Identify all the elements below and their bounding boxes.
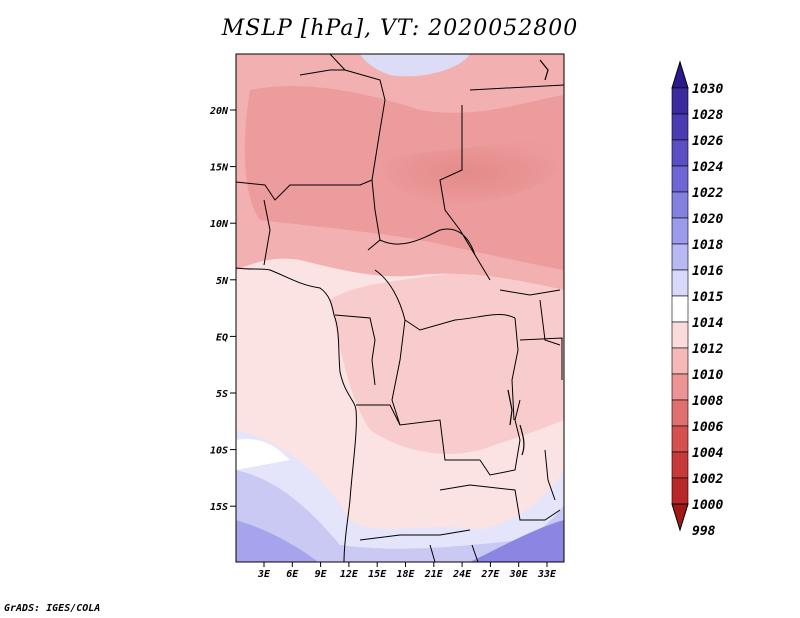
x-tick-label: 3E: [257, 569, 271, 580]
colorbar-segment: [671, 269, 689, 297]
colorbar-segment: [671, 321, 689, 349]
colorbar-segment: [671, 217, 689, 245]
lakes: [507, 59, 549, 456]
colorbar-label: 1010: [692, 368, 723, 383]
colorbar-label: 1026: [692, 134, 723, 149]
map-frame: [235, 53, 565, 563]
colorbar-segment: [671, 191, 689, 219]
y-tick-label: 20N: [209, 106, 229, 117]
colorbar-label: 1002: [692, 472, 723, 487]
colorbar-label: 1030: [692, 82, 723, 97]
y-tick-label: EQ: [216, 332, 228, 343]
colorbar-label: 1012: [692, 342, 723, 357]
y-tick-label: 15S: [210, 502, 228, 513]
map-title: MSLP [hPa], VT: 2020052800: [221, 16, 579, 41]
pressure-north-high: [360, 54, 470, 77]
x-tick-label: 21E: [424, 569, 444, 580]
y-tick-label: 5S: [216, 389, 228, 400]
colorbar-label: 1016: [692, 264, 723, 279]
pressure-1016-zone: [236, 470, 564, 562]
colorbar-label: 1020: [692, 212, 723, 227]
pressure-1018-zone-west: [236, 520, 318, 562]
colorbar-label: 1000: [692, 498, 723, 513]
colorbar-label: 1006: [692, 420, 723, 435]
colorbar-label: 1022: [692, 186, 723, 201]
x-tick-label: 15E: [368, 569, 387, 580]
x-tick-label: 12E: [340, 569, 359, 580]
colorbar-label: 1008: [692, 394, 723, 409]
colorbar-label: 1028: [692, 108, 723, 123]
x-tick-label: 6E: [286, 569, 299, 580]
x-tick-label: 33E: [537, 569, 557, 580]
y-tick-label: 10S: [210, 446, 228, 457]
colorbar-segment: [671, 243, 689, 271]
colorbar-label: 1004: [692, 446, 723, 461]
pressure-1020-zone-east: [470, 520, 564, 562]
colorbar-segment: [671, 87, 689, 115]
colorbar-label: 1024: [692, 160, 723, 175]
colorbar-label: 1014: [692, 316, 723, 331]
x-tick-label: 18E: [396, 569, 415, 580]
colorbar-segment: [671, 373, 689, 401]
colorbar-segment: [671, 425, 689, 453]
colorbar-label: 998: [692, 524, 716, 539]
colorbar-segment: [671, 347, 689, 375]
pressure-1014-zone: [236, 439, 290, 470]
colorbar-segment: [671, 399, 689, 427]
colorbar-bottom-arrow: [671, 503, 689, 532]
colorbar-top-arrow: [671, 60, 689, 89]
y-tick-label: 15N: [210, 163, 229, 174]
pressure-1006-zone: [380, 140, 560, 205]
colorbar: 1030 1028 1026 1024 1022 1020 1018 1016 1015 1014…: [671, 60, 723, 539]
y-tick-label: 5N: [216, 276, 229, 287]
colorbar-segment: [671, 451, 689, 479]
footer-credit: GrADS: IGES/COLA: [4, 603, 101, 614]
colorbar-label: 1018: [692, 238, 723, 253]
colorbar-segment: [671, 113, 689, 141]
map-area: [235, 53, 565, 563]
y-tick-label: 10N: [210, 219, 229, 230]
x-tick-label: 30E: [509, 569, 529, 580]
colorbar-segment: [671, 165, 689, 193]
x-tick-label: 24E: [452, 569, 472, 580]
colorbar-label: 1015: [692, 290, 723, 305]
x-tick-label: 9E: [315, 569, 328, 580]
x-axis: 3E 6E 9E 12E 15E 18E 21E 24E 27E 30E 33E: [257, 562, 557, 580]
country-borders: [235, 53, 565, 563]
colorbar-segment: [671, 295, 689, 323]
x-tick-label: 27E: [480, 569, 500, 580]
colorbar-segment: [671, 139, 689, 167]
y-axis: 20N 15N 10N 5N EQ 5S 10S 15S: [209, 106, 236, 513]
colorbar-segment: [671, 477, 689, 505]
